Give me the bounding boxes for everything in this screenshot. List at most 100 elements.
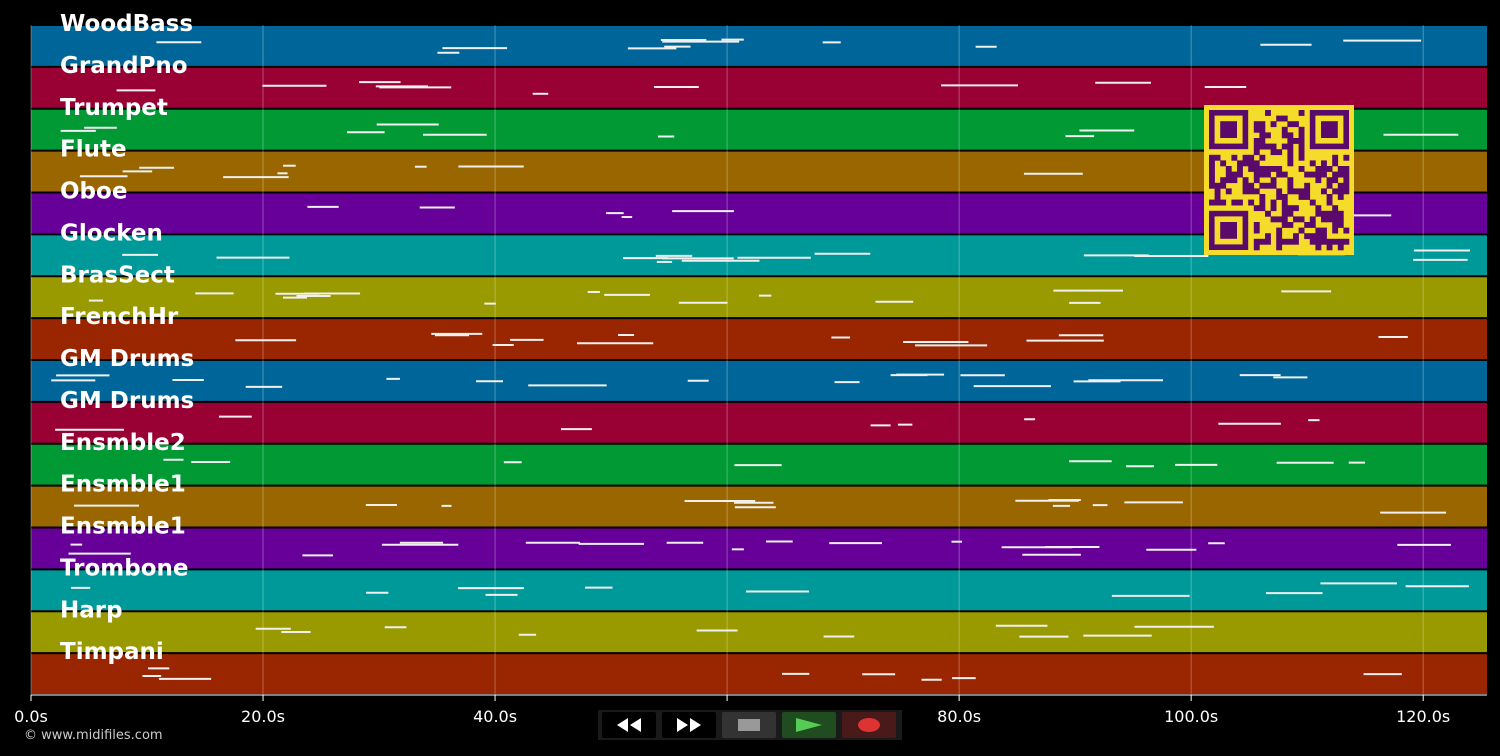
track-name: GrandPno (60, 53, 188, 79)
track-name: Flute (60, 137, 127, 163)
qr-module (1321, 227, 1327, 234)
qr-module (1253, 227, 1260, 234)
qr-module (1315, 238, 1322, 245)
qr-module (1309, 216, 1316, 223)
qr-module (1242, 177, 1249, 184)
qr-module (1304, 171, 1311, 178)
play-button[interactable] (782, 712, 836, 738)
qr-module (1253, 238, 1260, 245)
qr-module (1276, 216, 1283, 223)
qr-module (1225, 166, 1232, 172)
qr-module (1253, 171, 1260, 178)
qr-module (1304, 233, 1311, 240)
qr-module (1259, 143, 1266, 150)
qr-module (1315, 166, 1322, 172)
qr-module (1326, 210, 1333, 217)
qr-module (1287, 182, 1294, 189)
qr-module (1298, 194, 1305, 200)
qr-modules (1209, 110, 1350, 251)
fast-forward-button[interactable] (662, 712, 716, 738)
qr-module (1265, 182, 1271, 189)
track-row (31, 654, 1487, 694)
qr-module (1315, 171, 1322, 178)
qr-module (1253, 177, 1260, 184)
qr-module (1242, 182, 1249, 189)
qr-module (1209, 154, 1215, 161)
qr-module (1281, 210, 1288, 217)
qr-module (1281, 115, 1288, 122)
rewind-button[interactable] (602, 712, 656, 738)
qr-module (1209, 166, 1215, 172)
qr-module (1259, 182, 1266, 189)
qr-module (1214, 199, 1221, 206)
track-name: FrenchHr (60, 304, 179, 330)
qr-module (1326, 182, 1333, 189)
stop-button[interactable] (722, 712, 776, 738)
qr-module (1332, 222, 1339, 228)
qr-module (1253, 222, 1260, 228)
qr-module (1343, 154, 1350, 161)
qr-module (1259, 126, 1266, 133)
qr-module (1237, 160, 1243, 167)
qr-module (1242, 188, 1249, 195)
qr-module (1265, 210, 1271, 217)
qr-module (1337, 166, 1344, 172)
qr-module (1293, 121, 1299, 128)
x-tick-label: 80.0s (937, 707, 981, 726)
qr-module (1332, 160, 1339, 167)
qr-module (1253, 138, 1260, 144)
qr-module (1298, 154, 1305, 161)
qr-module (1293, 188, 1299, 195)
qr-module (1270, 216, 1277, 223)
qr-module (1253, 166, 1260, 172)
qr-module (1287, 121, 1294, 128)
track-name: GM Drums (60, 346, 194, 372)
qr-module (1287, 138, 1294, 144)
qr-finder (1321, 121, 1338, 138)
qr-module (1265, 132, 1271, 139)
qr-module (1298, 149, 1305, 156)
qr-module (1326, 177, 1333, 184)
qr-module (1281, 205, 1288, 212)
qr-module (1287, 210, 1294, 217)
qr-module (1315, 177, 1322, 184)
x-tick-label: 0.0s (14, 707, 48, 726)
qr-module (1270, 149, 1277, 156)
qr-module (1225, 171, 1232, 178)
qr-module (1287, 238, 1294, 245)
qr-module (1276, 166, 1283, 172)
qr-module (1253, 205, 1260, 212)
qr-module (1343, 182, 1350, 189)
qr-module (1276, 227, 1283, 234)
qr-module (1214, 188, 1221, 195)
qr-module (1287, 177, 1294, 184)
qr-module (1281, 194, 1288, 200)
qr-module (1265, 238, 1271, 245)
track-row (31, 612, 1487, 653)
qr-module (1281, 222, 1288, 228)
qr-module (1270, 177, 1277, 184)
qr-module (1270, 166, 1277, 172)
transport-controls (598, 710, 902, 740)
qr-module (1293, 205, 1299, 212)
qr-module (1270, 182, 1277, 189)
qr-module (1298, 227, 1305, 234)
track-name: BrasSect (60, 262, 175, 288)
qr-module (1220, 199, 1227, 206)
qr-module (1298, 188, 1305, 195)
track-row (31, 319, 1487, 359)
qr-module (1281, 171, 1288, 178)
qr-module (1214, 182, 1221, 189)
qr-module (1259, 132, 1266, 139)
track-name: GM Drums (60, 388, 194, 414)
qr-module (1259, 194, 1266, 200)
record-button[interactable] (842, 712, 896, 738)
qr-module (1326, 244, 1333, 251)
qr-module (1287, 149, 1294, 156)
qr-module (1253, 244, 1260, 251)
qr-module (1315, 210, 1322, 217)
qr-module (1287, 143, 1294, 150)
qr-module (1337, 182, 1344, 189)
qr-module (1253, 160, 1260, 167)
qr-module (1265, 171, 1271, 178)
